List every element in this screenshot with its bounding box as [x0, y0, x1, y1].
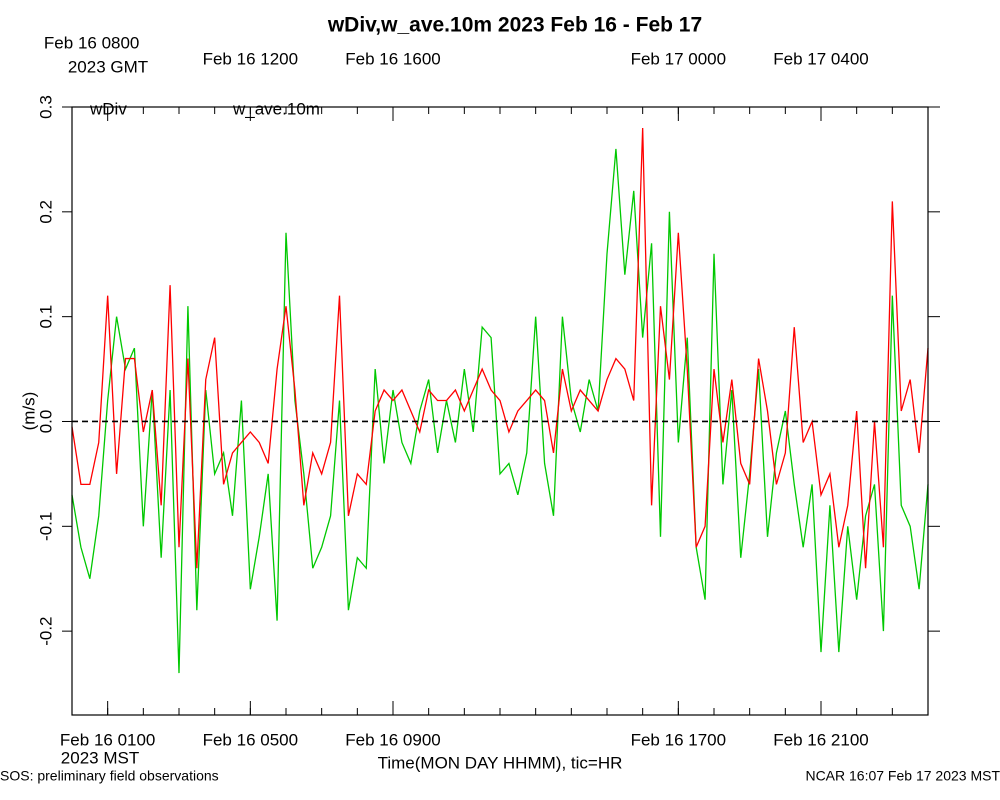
y-tick-label: 0.2: [36, 200, 55, 224]
y-axis-label: (m/s): [19, 392, 38, 431]
y-tick-label: -0.2: [36, 616, 55, 645]
y-tick-label: 0.3: [36, 95, 55, 119]
chart-title: wDiv,w_ave.10m 2023 Feb 16 - Feb 17: [327, 14, 702, 37]
x2-tick-label: Feb 17 0400: [773, 49, 868, 68]
x2-tick-label: Feb 16 0800: [44, 33, 139, 52]
x-axis-label: Time(MON DAY HHMM), tic=HR: [378, 753, 623, 772]
x-axis-note: 2023 MST: [61, 748, 139, 767]
plot-frame: [71, 106, 929, 716]
x-tick-label: Feb 16 0100: [60, 730, 155, 749]
y-tick-label: -0.1: [36, 512, 55, 541]
y-tick-label: 0.0: [36, 410, 55, 434]
footer-right: NCAR 16:07 Feb 17 2023 MST: [805, 768, 1000, 784]
legend-entry: w_ave.10m: [232, 99, 320, 118]
x2-tick-label: Feb 16 1600: [345, 49, 440, 68]
x-tick-label: Feb 16 0900: [345, 730, 440, 749]
footer-left: SOS: preliminary field observations: [0, 768, 219, 784]
x2-tick-label: Feb 16 1200: [203, 49, 298, 68]
x-tick-label: Feb 16 2100: [773, 730, 868, 749]
series-line: [71, 148, 929, 674]
x-tick-label: Feb 16 0500: [203, 730, 298, 749]
top-axis-note: 2023 GMT: [68, 57, 148, 76]
series-line: [71, 127, 929, 569]
x2-tick-label: Feb 17 0000: [631, 49, 726, 68]
legend-entry: wDiv: [89, 99, 127, 118]
y-tick-label: 0.1: [36, 305, 55, 329]
x-tick-label: Feb 16 1700: [631, 730, 726, 749]
